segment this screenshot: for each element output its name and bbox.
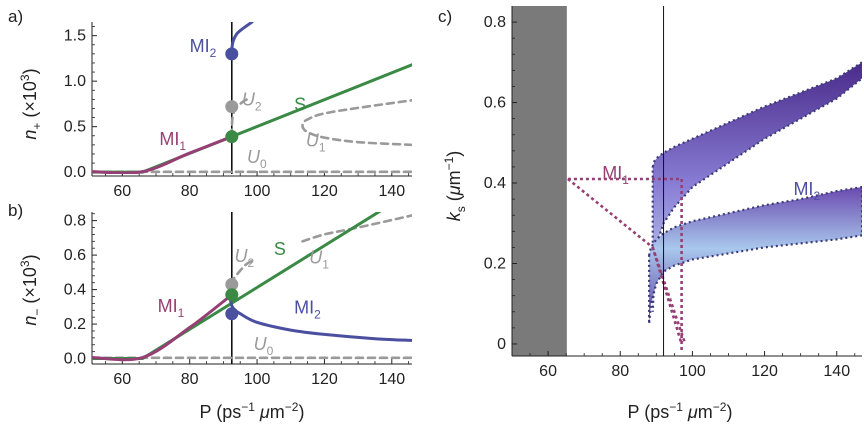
y-tick-label: 0.0	[64, 351, 86, 368]
y-tick-label: 1.0	[64, 73, 86, 90]
y-ticks-c: 0 0.2 0.4 0.6 0.8	[484, 14, 517, 353]
x-tick-label: 80	[181, 371, 199, 388]
panel-label-c: c)	[438, 7, 452, 26]
y-tick-label: 0.0	[64, 164, 86, 181]
bifurcation-point-stable	[225, 130, 239, 144]
series-u1	[301, 98, 412, 147]
curve-label-u2: U2	[234, 246, 254, 270]
x-tick-label: 100	[244, 183, 271, 200]
curve-label-mi1: MI1	[602, 163, 629, 187]
y-axis-title-c: ks (μm−1)	[442, 151, 468, 222]
x-tick-label: 80	[611, 363, 629, 380]
bifurcation-point-stable	[225, 288, 239, 302]
y-tick-label: 0.5	[64, 119, 86, 136]
panel-b: b) 60 80 100 120 140 0.0 0.2 0.4 0.6 0.8 MI1 U2 S U…	[8, 201, 412, 422]
y-tick-label: 0.2	[64, 316, 86, 333]
series-mi1	[92, 293, 234, 362]
plot-c-content	[512, 6, 862, 356]
y-tick-label: 0.8	[484, 14, 506, 31]
y-tick-label: 0	[497, 336, 506, 353]
curve-label-mi1: MI1	[158, 296, 185, 320]
curve-label-mi2: MI2	[793, 179, 820, 203]
plot-a-labels: MI1 MI2 U2 SU1 U0	[159, 36, 326, 171]
series-mi1	[92, 135, 234, 174]
y-tick-label: 0.2	[484, 255, 506, 272]
x-tick-label: 120	[311, 183, 338, 200]
y-axis-title-b: n− (×103)	[18, 254, 44, 325]
guide-mi1-slant-lower	[651, 246, 687, 345]
panel-label-a: a)	[8, 7, 23, 26]
series-mi2	[229, 293, 412, 342]
x-tick-label: 100	[244, 371, 271, 388]
series-s	[92, 212, 382, 361]
x-tick-label: 60	[539, 363, 557, 380]
y-axis-title-a: n+ (×103)	[18, 68, 44, 139]
bifurcation-point-mi2	[225, 307, 239, 321]
x-tick-label: 120	[751, 363, 778, 380]
plot-b-content	[92, 212, 412, 364]
curve-label-s: S	[294, 94, 306, 114]
plot-a-axes: 60 80 100 120 140 0.0 0.5 1.0 1.5	[64, 22, 412, 200]
bifurcation-point-unstable	[225, 100, 239, 114]
curve-label-u1: U1	[306, 131, 326, 155]
y-tick-label: 0.8	[64, 213, 86, 230]
bifurcation-point-unstable	[225, 277, 239, 291]
curve-label-u1: U1	[309, 248, 329, 272]
curve-label-mi2: MI2	[190, 36, 217, 60]
forbidden-band	[512, 6, 567, 356]
mi-band-lower	[648, 185, 862, 324]
plot-b-labels: MI1 U2 S U1 MI2 U0	[158, 239, 330, 358]
plot-c-axes: 60 80 100 120 140 0 0.2 0.4 0.6 0.8	[484, 6, 862, 380]
x-tick-label: 120	[311, 371, 338, 388]
x-tick-label: 100	[679, 363, 706, 380]
bifurcation-point-mi2	[225, 47, 239, 61]
x-tick-label: 60	[113, 183, 131, 200]
plot-b-axes: 60 80 100 120 140 0.0 0.2 0.4 0.6 0.8	[64, 212, 412, 388]
panel-c: c) 60 80 100 120 140 0 0.2 0.4 0.6 0.8 MI1 MI2 ks…	[438, 6, 862, 422]
x-tick-label: 80	[181, 183, 199, 200]
curve-label-u2: U2	[242, 90, 262, 114]
x-axis-title-c: P (ps−1 μm−2)	[628, 400, 733, 422]
x-tick-label: 140	[378, 371, 405, 388]
x-tick-label: 140	[378, 183, 405, 200]
x-axis-title-b: P (ps−1 μm−2)	[200, 400, 305, 422]
mi-band-upper	[651, 61, 862, 312]
curve-label-mi1: MI1	[159, 129, 186, 153]
curve-label-u0: U0	[247, 147, 267, 171]
x-ticks-c: 60 80 100 120 140	[529, 351, 856, 380]
y-tick-label: 1.5	[64, 28, 86, 45]
plot-a-content	[92, 22, 412, 174]
plot-c-labels: MI1 MI2	[602, 163, 820, 203]
panel-label-b: b)	[8, 201, 23, 220]
y-tick-label: 0.4	[64, 282, 86, 299]
series-u1	[301, 214, 412, 243]
series-mi2	[230, 22, 254, 56]
x-tick-label: 60	[113, 371, 131, 388]
x-ticks-a: 60 80 100 120 140	[105, 171, 410, 200]
x-tick-label: 140	[823, 363, 850, 380]
y-tick-label: 0.6	[484, 95, 506, 112]
y-ticks-b: 0.0 0.2 0.4 0.6 0.8	[64, 213, 97, 368]
guide-mi1-slant-upper	[567, 177, 683, 345]
curve-label-mi2: MI2	[294, 298, 321, 322]
y-ticks-a: 0.0 0.5 1.0 1.5	[64, 26, 97, 181]
curve-label-u0: U0	[254, 334, 274, 358]
y-tick-label: 0.6	[64, 247, 86, 264]
y-tick-label: 0.4	[484, 175, 506, 192]
x-ticks-b: 60 80 100 120 140	[105, 359, 410, 388]
curve-label-s: S	[274, 239, 286, 259]
